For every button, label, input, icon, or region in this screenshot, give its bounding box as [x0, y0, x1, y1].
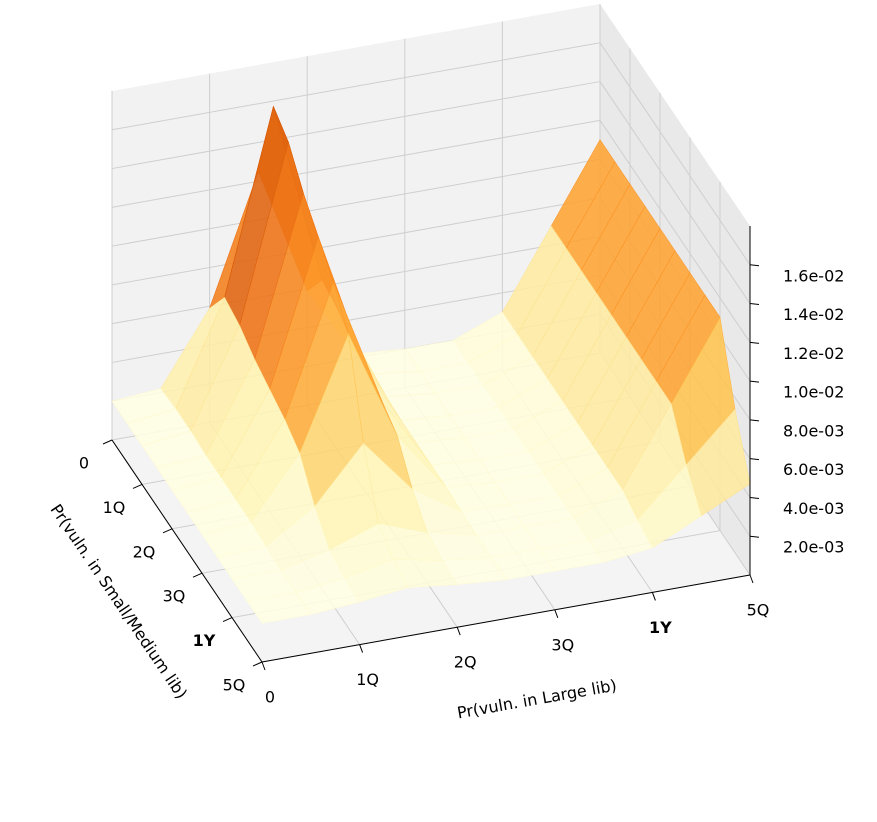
axis-line: [111, 439, 263, 663]
x-tick-label: 0: [265, 688, 275, 707]
y-tick-label: 0: [79, 454, 89, 473]
z-tick: [749, 496, 760, 499]
z-tick-label: 8.0e-03: [783, 421, 844, 440]
z-tick-label: 2.0e-03: [783, 538, 844, 557]
y-tick-label: 1Y: [193, 631, 216, 650]
x-tick-label: 1Q: [356, 670, 379, 689]
y-tick: [162, 528, 173, 534]
z-tick: [749, 264, 760, 267]
surface-patch: [246, 591, 312, 624]
grid-line: [111, 42, 601, 131]
z-tick: [749, 303, 760, 306]
grid-line: [599, 120, 751, 343]
grid-line: [599, 81, 751, 304]
z-tick: [749, 380, 760, 383]
grid-line: [111, 81, 601, 170]
z-tick-label: 1.0e-02: [783, 383, 844, 402]
x-tick: [359, 644, 364, 653]
x-tick-label: 5Q: [747, 601, 770, 620]
x-tick: [261, 661, 266, 671]
grid-line: [111, 197, 601, 286]
y-tick-label: 2Q: [133, 542, 156, 561]
y-tick: [222, 617, 233, 623]
y-tick: [252, 661, 263, 667]
grid-line: [599, 42, 751, 266]
x-tick-label: 3Q: [551, 635, 574, 654]
grid-line: [111, 158, 601, 247]
y-tick-label: 3Q: [163, 587, 186, 606]
z-tick-label: 1.2e-02: [783, 344, 844, 363]
y-tick: [132, 483, 143, 489]
x-tick-label: 2Q: [454, 653, 477, 672]
x-tick-label: 1Y: [649, 618, 672, 637]
z-tick-label: 1.6e-02: [783, 266, 844, 285]
z-tick-label: 4.0e-03: [783, 499, 844, 518]
y-tick: [192, 572, 203, 578]
x-axis-label: Pr(vuln. in Large lib): [456, 676, 618, 723]
grid-line: [111, 119, 601, 208]
x-tick: [554, 609, 559, 618]
axis-line: [261, 574, 751, 663]
x-tick: [456, 627, 461, 636]
z-tick: [749, 458, 760, 461]
x-tick: [749, 574, 754, 584]
z-tick: [749, 341, 760, 344]
z-tick-label: 1.4e-02: [783, 305, 844, 324]
z-tick-label: 6.0e-03: [783, 460, 844, 479]
z-tick: [749, 419, 760, 422]
z-tick: [749, 535, 760, 538]
grid-line: [111, 236, 601, 325]
y-tick-label: 1Q: [103, 498, 126, 517]
y-tick-label: 5Q: [223, 676, 246, 695]
y-tick: [102, 439, 113, 445]
x-tick: [651, 592, 656, 601]
